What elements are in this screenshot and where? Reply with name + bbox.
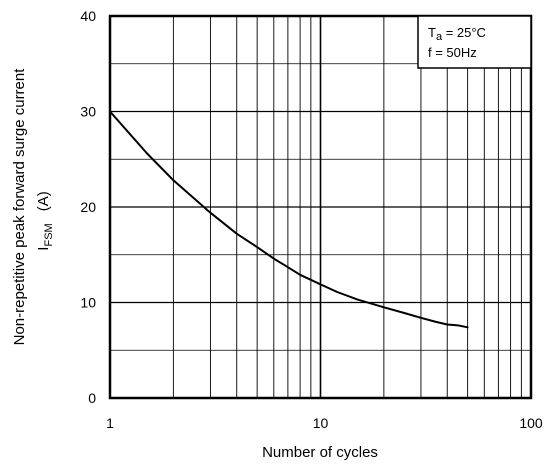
y-tick-label: 20 [80, 199, 96, 215]
y-axis-label: Non-repetitive peak forward surge curren… [11, 68, 55, 346]
y-tick-label: 0 [88, 390, 96, 406]
y-axis-label-line2: IFSM(A) [35, 191, 55, 250]
x-tick-label: 100 [519, 415, 543, 431]
condition-frequency: f = 50Hz [428, 45, 477, 60]
grid-lines [110, 16, 531, 398]
y-axis-label-line1: Non-repetitive peak forward surge curren… [11, 68, 28, 346]
y-tick-label: 10 [80, 295, 96, 311]
surge-current-curve [109, 110, 469, 329]
series-group [109, 110, 469, 329]
conditions-box-frame [417, 15, 532, 69]
x-axis-label: Number of cycles [262, 444, 378, 461]
x-tick-label: 10 [313, 415, 329, 431]
condition-temperature: Ta = 25°C [428, 25, 486, 43]
conditions-box: Ta = 25°C f = 50Hz [417, 15, 532, 69]
y-tick-labels: 0 10 20 30 40 [80, 8, 96, 406]
plot-frame [108, 14, 533, 400]
x-tick-label: 1 [106, 415, 114, 431]
x-tick-labels: 1 10 100 [106, 415, 543, 431]
y-tick-label: 30 [80, 104, 96, 120]
y-tick-label: 40 [80, 8, 96, 24]
